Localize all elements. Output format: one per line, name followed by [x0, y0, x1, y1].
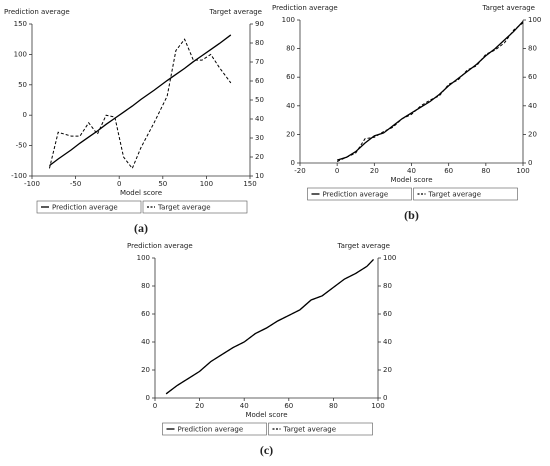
x-tick-label: 0	[153, 402, 157, 410]
y-tick-label: 0	[291, 159, 295, 167]
panel-label: (a)	[134, 221, 148, 235]
x-axis-title: Model score	[120, 189, 162, 197]
legend-box	[413, 187, 518, 201]
legend-box	[162, 422, 267, 436]
x-tick-label: 20	[195, 402, 204, 410]
legend-label: Target average	[283, 426, 337, 434]
y-tick-label: 50	[18, 81, 27, 89]
x-tick-label: -50	[70, 180, 81, 188]
legend-label: Prediction average	[178, 426, 244, 434]
y-tick-label: 0	[146, 394, 150, 402]
y2-axis-title: Target average	[481, 4, 535, 12]
x-tick-label: 0	[335, 167, 339, 175]
y-tick-label: 40	[141, 338, 150, 346]
legend-label: Target average	[428, 191, 482, 199]
series-line	[48, 38, 232, 170]
y2-tick-label: 0	[528, 159, 532, 167]
series-line	[49, 34, 232, 167]
legend-box	[142, 200, 248, 214]
x-tick-label: 50	[158, 180, 167, 188]
x-tick-label: 40	[240, 402, 249, 410]
series-line	[165, 258, 375, 395]
y-axis-title: Prediction average	[272, 4, 338, 12]
x-tick-label: 40	[407, 167, 416, 175]
y-tick-label: 60	[286, 73, 295, 81]
y2-tick-label: 10	[255, 172, 264, 180]
legend-label: Prediction average	[323, 191, 389, 199]
y-tick-label: 20	[286, 130, 295, 138]
y2-tick-label: 90	[255, 20, 264, 28]
y-tick-label: 100	[137, 254, 150, 262]
y2-tick-label: 30	[255, 134, 264, 142]
y2-tick-label: 40	[528, 102, 537, 110]
x-tick-label: 100	[516, 167, 529, 175]
series-line	[165, 259, 374, 395]
y2-tick-label: 80	[383, 282, 392, 290]
x-axis-title: Model score	[245, 411, 287, 419]
panel-label: (b)	[404, 208, 419, 222]
x-tick-label: 100	[200, 180, 213, 188]
y2-tick-label: 50	[255, 96, 264, 104]
y2-tick-label: 40	[255, 115, 264, 123]
y2-tick-label: 20	[383, 366, 392, 374]
y2-tick-label: 0	[383, 394, 387, 402]
y2-tick-label: 40	[383, 338, 392, 346]
y-tick-label: 0	[23, 111, 27, 119]
y-tick-label: 60	[141, 310, 150, 318]
y2-tick-label: 60	[255, 77, 264, 85]
y2-tick-label: 80	[528, 45, 537, 53]
y2-tick-label: 100	[383, 254, 396, 262]
series-line	[336, 22, 524, 163]
x-tick-label: 20	[370, 167, 379, 175]
legend-label: Target average	[157, 204, 211, 212]
y-tick-label: -50	[16, 142, 27, 150]
x-tick-label: 80	[329, 402, 338, 410]
x-tick-label: 0	[117, 180, 121, 188]
y2-axis-title: Target average	[336, 242, 390, 250]
x-tick-label: -100	[24, 180, 40, 188]
legend-label: Prediction average	[52, 204, 118, 212]
y-axis-title: Prediction average	[4, 8, 70, 16]
y2-tick-label: 20	[255, 153, 264, 161]
y-tick-label: 40	[286, 102, 295, 110]
legend-box	[36, 200, 142, 214]
panel-label: (c)	[260, 443, 273, 457]
y2-tick-label: 60	[528, 73, 537, 81]
x-tick-label: 60	[444, 167, 453, 175]
x-tick-label: -20	[294, 167, 305, 175]
legend-box	[268, 422, 373, 436]
x-axis-title: Model score	[390, 176, 432, 184]
x-tick-label: 100	[371, 402, 384, 410]
y2-tick-label: 70	[255, 58, 264, 66]
y-axis-title: Prediction average	[127, 242, 193, 250]
y-tick-label: 150	[14, 20, 27, 28]
y2-axis-title: Target average	[208, 8, 262, 16]
x-tick-label: 80	[481, 167, 490, 175]
y-tick-label: 80	[141, 282, 150, 290]
y2-tick-label: 60	[383, 310, 392, 318]
y2-tick-label: 100	[528, 16, 541, 24]
y-tick-label: 100	[282, 16, 295, 24]
y-tick-label: 80	[286, 45, 295, 53]
y-tick-label: 20	[141, 366, 150, 374]
legend-box	[307, 187, 412, 201]
x-tick-label: 150	[243, 180, 256, 188]
y-tick-label: -100	[11, 172, 27, 180]
y2-tick-label: 20	[528, 130, 537, 138]
y2-tick-label: 80	[255, 39, 264, 47]
x-tick-label: 60	[284, 402, 293, 410]
y-tick-label: 100	[14, 50, 27, 58]
